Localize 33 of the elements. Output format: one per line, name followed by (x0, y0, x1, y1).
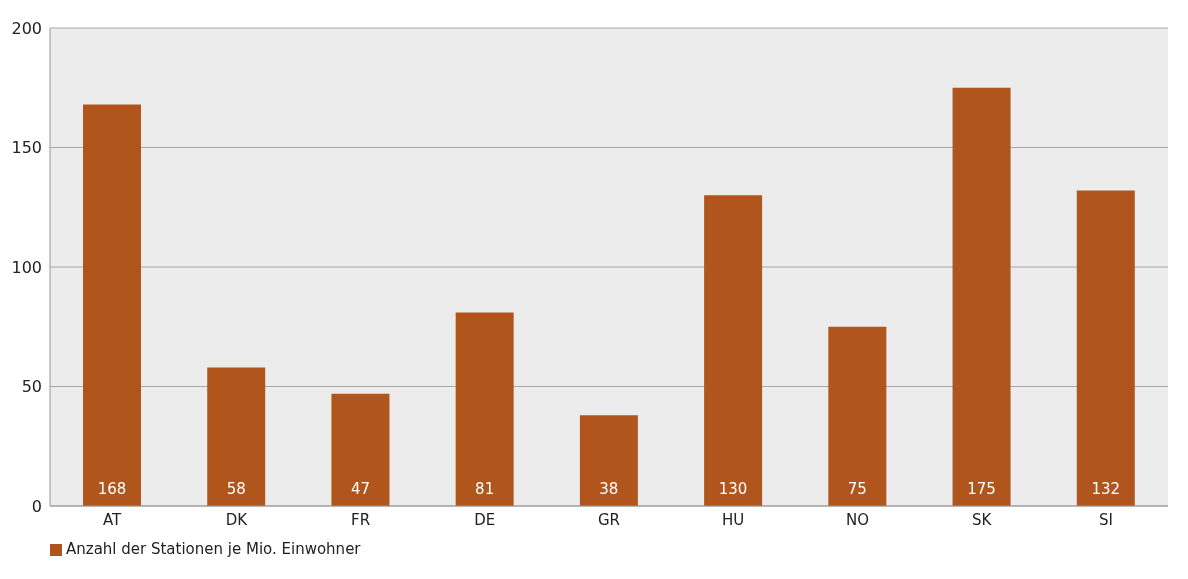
y-tick-label: 100 (11, 257, 42, 277)
data-label: 130 (718, 480, 748, 498)
bar (455, 312, 514, 506)
data-label: 75 (847, 480, 867, 498)
x-tick-label: DE (474, 510, 496, 529)
data-label: 168 (97, 480, 127, 498)
bar (83, 104, 141, 506)
x-tick-label: SI (1098, 510, 1113, 529)
data-label: 81 (475, 480, 495, 498)
bar (1076, 190, 1135, 506)
y-tick-label: 50 (21, 377, 42, 397)
x-tick-label: DK (225, 510, 249, 529)
x-tick-label: HU (722, 510, 745, 529)
data-label: 47 (350, 480, 370, 498)
y-tick-label: 0 (31, 496, 42, 516)
bar (579, 415, 638, 506)
y-tick-label: 150 (11, 138, 42, 158)
x-tick-label: FR (351, 510, 371, 529)
bar (331, 393, 390, 506)
data-label: 38 (599, 480, 619, 498)
bar (952, 87, 1011, 506)
x-tick-label: GR (597, 510, 621, 529)
bar (704, 195, 763, 506)
data-label: 58 (226, 480, 246, 498)
data-label: 132 (1091, 480, 1121, 498)
data-label: 175 (967, 480, 996, 498)
y-tick-label: 200 (11, 18, 42, 38)
bar (207, 367, 266, 506)
bar (828, 326, 887, 506)
x-tick-label: NO (845, 510, 869, 529)
x-tick-label: AT (102, 510, 123, 529)
legend-label: Anzahl der Stationen je Mio. Einwohner (66, 540, 361, 558)
x-tick-label: SK (971, 510, 993, 529)
